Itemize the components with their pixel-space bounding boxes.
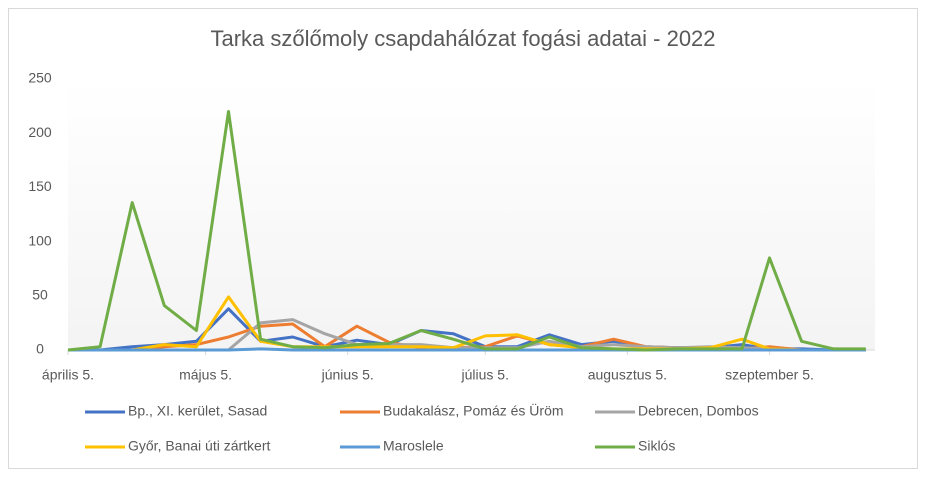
y-tick-label: 50	[32, 287, 48, 303]
x-tick-label: július 5.	[461, 367, 509, 383]
legend-label: Budakalász, Pomáz és Üröm	[383, 402, 564, 419]
x-tick-label: április 5.	[42, 367, 94, 383]
y-tick-label: 250	[28, 70, 52, 86]
legend-label: Siklós	[638, 438, 675, 454]
x-tick-label: június 5.	[321, 367, 374, 383]
series-line	[68, 295, 866, 352]
chart-title: Tarka szőlőmoly csapdahálózat fogási ada…	[210, 26, 715, 51]
legend-label: Debrecen, Dombos	[638, 403, 759, 419]
legend-label: Maroslele	[383, 438, 444, 454]
plot-area	[68, 79, 875, 350]
series-line	[68, 347, 866, 352]
y-tick-label: 100	[28, 232, 52, 248]
y-tick-label: 0	[36, 341, 44, 357]
x-tick-label: augusztus 5.	[588, 367, 667, 383]
y-tick-label: 200	[28, 124, 52, 140]
legend-label: Bp., XI. kerület, Sasad	[128, 403, 267, 419]
y-tick-label: 150	[28, 178, 52, 194]
x-tick-label: május 5.	[179, 367, 232, 383]
legend-label: Győr, Banai úti zártkert	[128, 438, 271, 454]
x-tick-label: szeptember 5.	[725, 367, 814, 383]
series-line	[67, 110, 866, 352]
